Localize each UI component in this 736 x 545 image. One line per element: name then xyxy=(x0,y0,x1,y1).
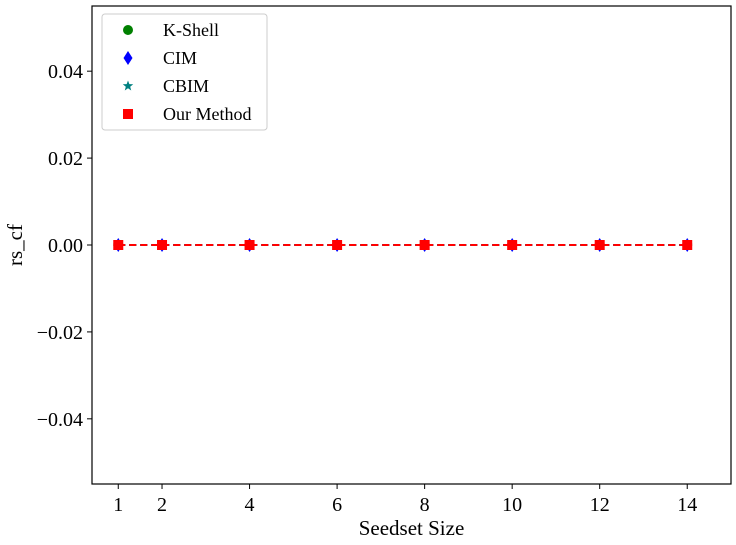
data-point xyxy=(507,240,518,250)
plot-area xyxy=(113,238,693,252)
x-tick-label: 6 xyxy=(332,494,342,516)
data-point xyxy=(244,240,255,250)
x-tick-label: 4 xyxy=(245,494,255,516)
data-point xyxy=(332,240,343,250)
x-tick-label: 8 xyxy=(420,494,430,516)
legend-label: Our Method xyxy=(163,104,252,124)
legend: K-Shell CIM CBIM Our Method xyxy=(101,13,268,131)
legend-marker xyxy=(123,51,133,65)
data-point xyxy=(113,240,124,250)
x-axis-label: Seedset Size xyxy=(359,516,465,540)
y-axis-label: rs_cf xyxy=(3,224,27,266)
x-tick-label: 12 xyxy=(590,494,610,516)
data-point xyxy=(682,240,693,250)
legend-label: CIM xyxy=(163,48,197,68)
legend-marker xyxy=(123,25,133,35)
x-tick-label: 14 xyxy=(677,494,697,516)
y-tick-label: −0.02 xyxy=(37,322,83,344)
y-tick-label: 0.00 xyxy=(48,235,83,257)
legend-marker xyxy=(122,80,134,91)
data-point xyxy=(157,240,168,250)
y-tick-label: −0.04 xyxy=(37,409,83,431)
y-tick-label: 0.04 xyxy=(48,61,83,83)
legend-box xyxy=(101,13,268,131)
legend-label: K-Shell xyxy=(163,20,219,40)
legend-marker xyxy=(123,109,133,119)
x-tick-label: 1 xyxy=(113,494,123,516)
x-tick-label: 2 xyxy=(157,494,167,516)
y-tick-label: 0.02 xyxy=(48,148,83,170)
data-point xyxy=(594,240,605,250)
x-tick-label: 10 xyxy=(502,494,522,516)
axes: 1 2 4 6 8 10 12 14−0.04−0.020.000.020.04 xyxy=(37,5,732,516)
data-point xyxy=(419,240,430,250)
legend-label: CBIM xyxy=(163,76,209,96)
